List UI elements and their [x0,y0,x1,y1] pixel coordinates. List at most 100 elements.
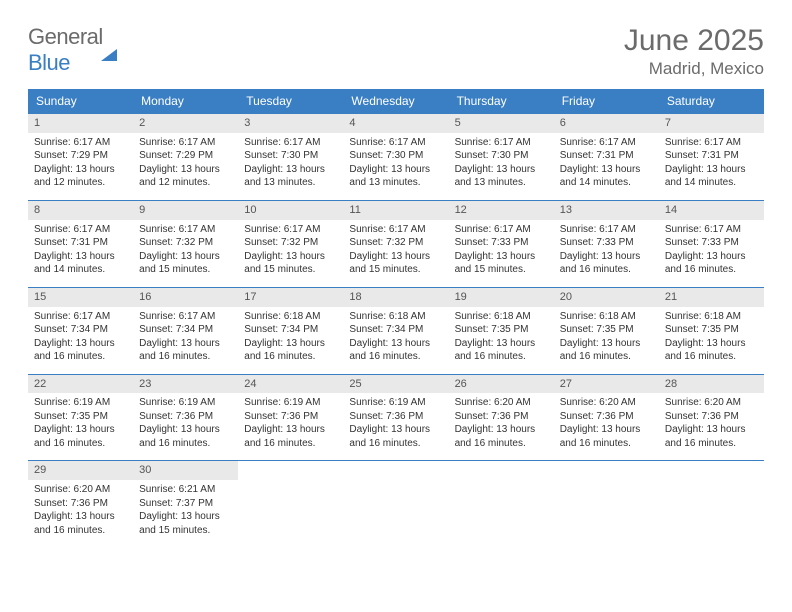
daylight-line1: Daylight: 13 hours [139,423,232,437]
daylight-line1: Daylight: 13 hours [665,250,758,264]
sunset-text: Sunset: 7:34 PM [244,323,337,337]
day-number: 21 [659,288,764,307]
sunset-text: Sunset: 7:36 PM [560,410,653,424]
daylight-line2: and 16 minutes. [349,437,442,451]
sunrise-text: Sunrise: 6:20 AM [34,483,127,497]
daylight-line2: and 16 minutes. [560,437,653,451]
daylight-line2: and 15 minutes. [349,263,442,277]
cell-body: Sunrise: 6:17 AMSunset: 7:33 PMDaylight:… [554,220,659,287]
sunset-text: Sunset: 7:35 PM [665,323,758,337]
sunset-text: Sunset: 7:33 PM [455,236,548,250]
sunset-text: Sunset: 7:36 PM [665,410,758,424]
daylight-line1: Daylight: 13 hours [34,510,127,524]
cell-body: Sunrise: 6:17 AMSunset: 7:32 PMDaylight:… [343,220,448,287]
title-block: June 2025 Madrid, Mexico [624,24,764,79]
brand-part1: General [28,24,103,49]
day-header: Saturday [659,89,764,113]
day-number: 19 [449,288,554,307]
sunrise-text: Sunrise: 6:17 AM [349,223,442,237]
empty-cell [554,460,659,547]
sunset-text: Sunset: 7:32 PM [349,236,442,250]
calendar-cell: 18Sunrise: 6:18 AMSunset: 7:34 PMDayligh… [343,287,448,374]
daylight-line2: and 15 minutes. [244,263,337,277]
sunrise-text: Sunrise: 6:17 AM [455,136,548,150]
sunset-text: Sunset: 7:30 PM [455,149,548,163]
sunrise-text: Sunrise: 6:17 AM [34,136,127,150]
day-header: Thursday [449,89,554,113]
daylight-line2: and 13 minutes. [455,176,548,190]
day-header: Friday [554,89,659,113]
day-number: 30 [133,461,238,480]
empty-cell [238,460,343,547]
sunrise-text: Sunrise: 6:19 AM [244,396,337,410]
calendar-cell: 21Sunrise: 6:18 AMSunset: 7:35 PMDayligh… [659,287,764,374]
cell-body: Sunrise: 6:20 AMSunset: 7:36 PMDaylight:… [554,393,659,460]
sunset-text: Sunset: 7:30 PM [349,149,442,163]
calendar-cell: 13Sunrise: 6:17 AMSunset: 7:33 PMDayligh… [554,200,659,287]
sunrise-text: Sunrise: 6:17 AM [665,223,758,237]
sunset-text: Sunset: 7:31 PM [665,149,758,163]
day-number: 28 [659,375,764,394]
day-number: 24 [238,375,343,394]
day-header: Monday [133,89,238,113]
calendar-cell: 30Sunrise: 6:21 AMSunset: 7:37 PMDayligh… [133,460,238,547]
daylight-line1: Daylight: 13 hours [665,337,758,351]
daylight-line1: Daylight: 13 hours [665,163,758,177]
day-number: 16 [133,288,238,307]
calendar-cell: 25Sunrise: 6:19 AMSunset: 7:36 PMDayligh… [343,374,448,461]
daylight-line1: Daylight: 13 hours [244,250,337,264]
cell-body: Sunrise: 6:17 AMSunset: 7:29 PMDaylight:… [133,133,238,200]
calendar-cell: 29Sunrise: 6:20 AMSunset: 7:36 PMDayligh… [28,460,133,547]
sunset-text: Sunset: 7:34 PM [349,323,442,337]
sunrise-text: Sunrise: 6:18 AM [349,310,442,324]
calendar-cell: 20Sunrise: 6:18 AMSunset: 7:35 PMDayligh… [554,287,659,374]
sunrise-text: Sunrise: 6:17 AM [34,223,127,237]
day-number: 14 [659,201,764,220]
cell-body: Sunrise: 6:17 AMSunset: 7:30 PMDaylight:… [238,133,343,200]
location-label: Madrid, Mexico [624,59,764,79]
sunset-text: Sunset: 7:36 PM [34,497,127,511]
cell-body: Sunrise: 6:18 AMSunset: 7:35 PMDaylight:… [554,307,659,374]
cell-body: Sunrise: 6:17 AMSunset: 7:32 PMDaylight:… [133,220,238,287]
day-number: 22 [28,375,133,394]
cell-body: Sunrise: 6:19 AMSunset: 7:36 PMDaylight:… [133,393,238,460]
day-number: 27 [554,375,659,394]
calendar-cell: 16Sunrise: 6:17 AMSunset: 7:34 PMDayligh… [133,287,238,374]
calendar-cell: 2Sunrise: 6:17 AMSunset: 7:29 PMDaylight… [133,113,238,200]
sunrise-text: Sunrise: 6:19 AM [34,396,127,410]
day-number: 15 [28,288,133,307]
daylight-line2: and 14 minutes. [34,263,127,277]
calendar-cell: 4Sunrise: 6:17 AMSunset: 7:30 PMDaylight… [343,113,448,200]
day-number: 2 [133,114,238,133]
daylight-line2: and 16 minutes. [455,437,548,451]
sunrise-text: Sunrise: 6:17 AM [139,310,232,324]
day-number: 10 [238,201,343,220]
daylight-line1: Daylight: 13 hours [139,250,232,264]
day-number: 12 [449,201,554,220]
day-number: 1 [28,114,133,133]
day-number: 7 [659,114,764,133]
daylight-line2: and 16 minutes. [665,263,758,277]
daylight-line1: Daylight: 13 hours [244,337,337,351]
daylight-line2: and 16 minutes. [560,263,653,277]
daylight-line2: and 12 minutes. [139,176,232,190]
cell-body: Sunrise: 6:18 AMSunset: 7:35 PMDaylight:… [659,307,764,374]
sunset-text: Sunset: 7:35 PM [560,323,653,337]
daylight-line2: and 16 minutes. [34,524,127,538]
day-number: 20 [554,288,659,307]
daylight-line2: and 16 minutes. [560,350,653,364]
daylight-line1: Daylight: 13 hours [349,250,442,264]
daylight-line2: and 16 minutes. [34,350,127,364]
calendar-cell: 9Sunrise: 6:17 AMSunset: 7:32 PMDaylight… [133,200,238,287]
day-number: 8 [28,201,133,220]
sunset-text: Sunset: 7:34 PM [34,323,127,337]
calendar-cell: 24Sunrise: 6:19 AMSunset: 7:36 PMDayligh… [238,374,343,461]
calendar-cell: 23Sunrise: 6:19 AMSunset: 7:36 PMDayligh… [133,374,238,461]
calendar-cell: 8Sunrise: 6:17 AMSunset: 7:31 PMDaylight… [28,200,133,287]
daylight-line1: Daylight: 13 hours [665,423,758,437]
cell-body: Sunrise: 6:17 AMSunset: 7:34 PMDaylight:… [133,307,238,374]
daylight-line1: Daylight: 13 hours [560,163,653,177]
sunrise-text: Sunrise: 6:17 AM [139,136,232,150]
calendar-cell: 14Sunrise: 6:17 AMSunset: 7:33 PMDayligh… [659,200,764,287]
sunset-text: Sunset: 7:35 PM [34,410,127,424]
